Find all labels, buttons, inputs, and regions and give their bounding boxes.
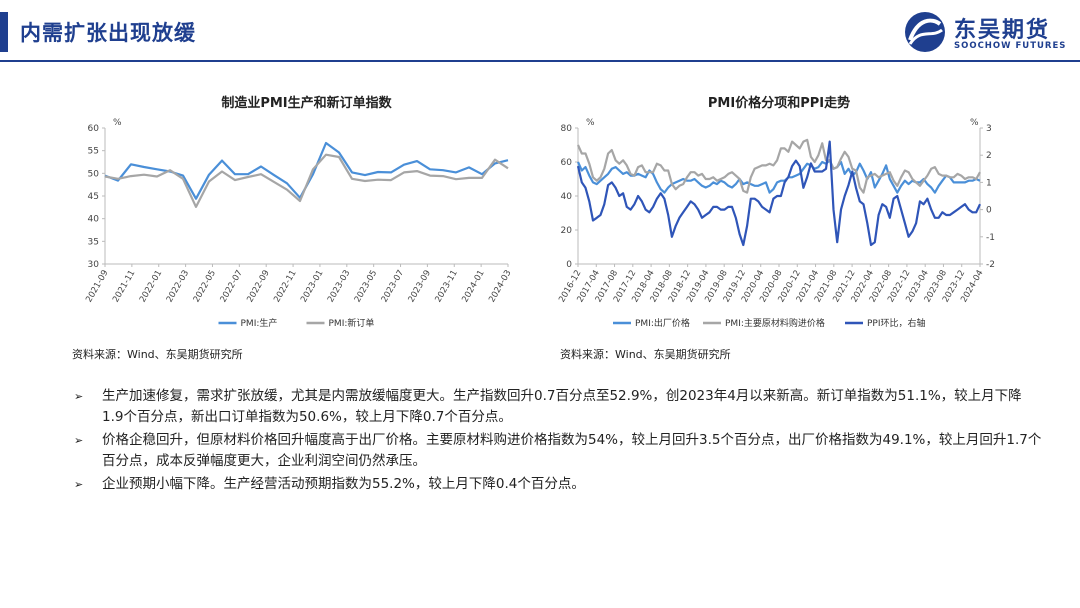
y2-tick-label: 3 xyxy=(986,124,992,134)
chart-title: PMI价格分项和PPI走势 xyxy=(708,95,850,111)
header-divider xyxy=(0,60,1080,62)
x-tick-label: 2024-01 xyxy=(460,269,486,305)
bullet-item: ➢ 生产加速修复，需求扩张放缓，尤其是内需放缓幅度更大。生产指数回升0.7百分点… xyxy=(72,386,1042,428)
arrow-bullet-icon: ➢ xyxy=(74,478,84,491)
header-accent-bar xyxy=(0,12,8,52)
y2-tick-label: -2 xyxy=(986,260,995,270)
chart-pmi-price-ppi: PMI价格分项和PPI走势%% 0 20 40 60 80 -2 -1 0 1 2 3 2016-12 2… xyxy=(540,90,1050,345)
y2-tick-label: 0 xyxy=(986,206,992,216)
company-logo: 东吴期货 SOOCHOW FUTURES xyxy=(902,10,1072,54)
bullet-list: ➢ 生产加速修复，需求扩张放缓，尤其是内需放缓幅度更大。生产指数回升0.7百分点… xyxy=(72,386,1042,497)
x-tick-label: 2024-03 xyxy=(487,269,513,305)
legend-label: PMI:出厂价格 xyxy=(635,317,690,329)
y-tick-label: 50 xyxy=(88,169,100,179)
legend-label: PMI:新订单 xyxy=(329,317,375,329)
y-axis-unit-label: % xyxy=(113,118,122,128)
x-tick-label: 2022-07 xyxy=(219,269,245,305)
page-title: 内需扩张出现放缓 xyxy=(20,21,196,45)
x-tick-label: 2023-03 xyxy=(326,269,352,305)
chart-left-svg: 制造业PMI生产和新订单指数% 30 35 40 45 50 55 60 2021-09 2021… xyxy=(84,95,513,329)
legend-label: PMI:生产 xyxy=(241,317,278,329)
chart-pmi-production-orders: 制造业PMI生产和新订单指数% 30 35 40 45 50 55 60 2021-09 2021… xyxy=(50,90,560,345)
series-line xyxy=(576,159,981,194)
bullet-text: 企业预期小幅下降。生产经营活动预期指数为55.2%，较上月下降0.4个百分点。 xyxy=(102,476,585,492)
logo-chinese-name: 东吴期货 xyxy=(954,18,1051,43)
source-note-left: 资料来源：Wind、东吴期货研究所 xyxy=(72,348,243,361)
bullet-item: ➢ 价格企稳回升，但原材料价格回升幅度高于出厂价格。主要原材料购进价格指数为54… xyxy=(72,430,1042,472)
x-tick-label: 2022-05 xyxy=(192,269,218,305)
bullet-item: ➢ 企业预期小幅下降。生产经营活动预期指数为55.2%，较上月下降0.4个百分点… xyxy=(72,474,1042,495)
x-tick-label: 2021-09 xyxy=(84,269,110,305)
y-tick-label: 40 xyxy=(561,192,573,202)
arrow-bullet-icon: ➢ xyxy=(74,434,84,447)
y-tick-label: 35 xyxy=(88,237,99,247)
bullet-text: 价格企稳回升，但原材料价格回升幅度高于出厂价格。主要原材料购进价格指数为54%，… xyxy=(102,432,1042,469)
x-tick-label: 2022-01 xyxy=(138,269,164,305)
y-tick-label: 30 xyxy=(88,260,100,270)
y-tick-label: 20 xyxy=(561,226,573,236)
y2-tick-label: 1 xyxy=(986,178,992,188)
x-tick-label: 2022-11 xyxy=(272,269,298,305)
x-tick-label: 2023-01 xyxy=(299,269,325,305)
y-tick-label: 45 xyxy=(88,192,99,202)
arrow-bullet-icon: ➢ xyxy=(74,390,84,403)
logo-mark-icon xyxy=(905,12,945,52)
bullet-text: 生产加速修复，需求扩张放缓，尤其是内需放缓幅度更大。生产指数回升0.7百分点至5… xyxy=(102,388,1022,425)
series-line xyxy=(104,141,509,200)
header: 内需扩张出现放缓 东吴期货 SOOCHOW FUTURES xyxy=(0,0,1080,62)
source-note-right: 资料来源：Wind、东吴期货研究所 xyxy=(560,348,731,361)
chart-right-svg: PMI价格分项和PPI走势% %020406080-2-101232016-122… xyxy=(557,95,995,329)
series-line xyxy=(576,140,981,247)
x-tick-label: 2022-03 xyxy=(165,269,191,305)
logo-english-name: SOOCHOW FUTURES xyxy=(954,41,1067,51)
x-tick-label: 2021-11 xyxy=(111,269,137,305)
y2-tick-label: 2 xyxy=(986,151,992,161)
x-tick-label: 2023-07 xyxy=(380,269,406,305)
chart-title: 制造业PMI生产和新订单指数 xyxy=(221,95,392,111)
x-tick-label: 2022-09 xyxy=(245,269,271,305)
y2-axis-unit-label: % xyxy=(970,118,979,128)
x-tick-label: 2023-11 xyxy=(433,269,459,305)
y-tick-label: 55 xyxy=(88,147,99,157)
legend-label: PMI:主要原材料购进价格 xyxy=(725,317,825,329)
x-tick-label: 2023-09 xyxy=(407,269,433,305)
y-tick-label: 40 xyxy=(88,215,100,225)
series-line xyxy=(104,153,509,209)
y-tick-label: 80 xyxy=(561,124,573,134)
y-tick-label: 60 xyxy=(561,158,573,168)
y-axis-unit-label: % xyxy=(586,118,595,128)
x-tick-label: 2023-05 xyxy=(353,269,379,305)
series-line xyxy=(576,138,981,194)
y-tick-label: 0 xyxy=(566,260,572,270)
y2-tick-label: -1 xyxy=(986,233,995,243)
y-tick-label: 60 xyxy=(88,124,100,134)
legend-label: PPI环比，右轴 xyxy=(867,317,926,329)
